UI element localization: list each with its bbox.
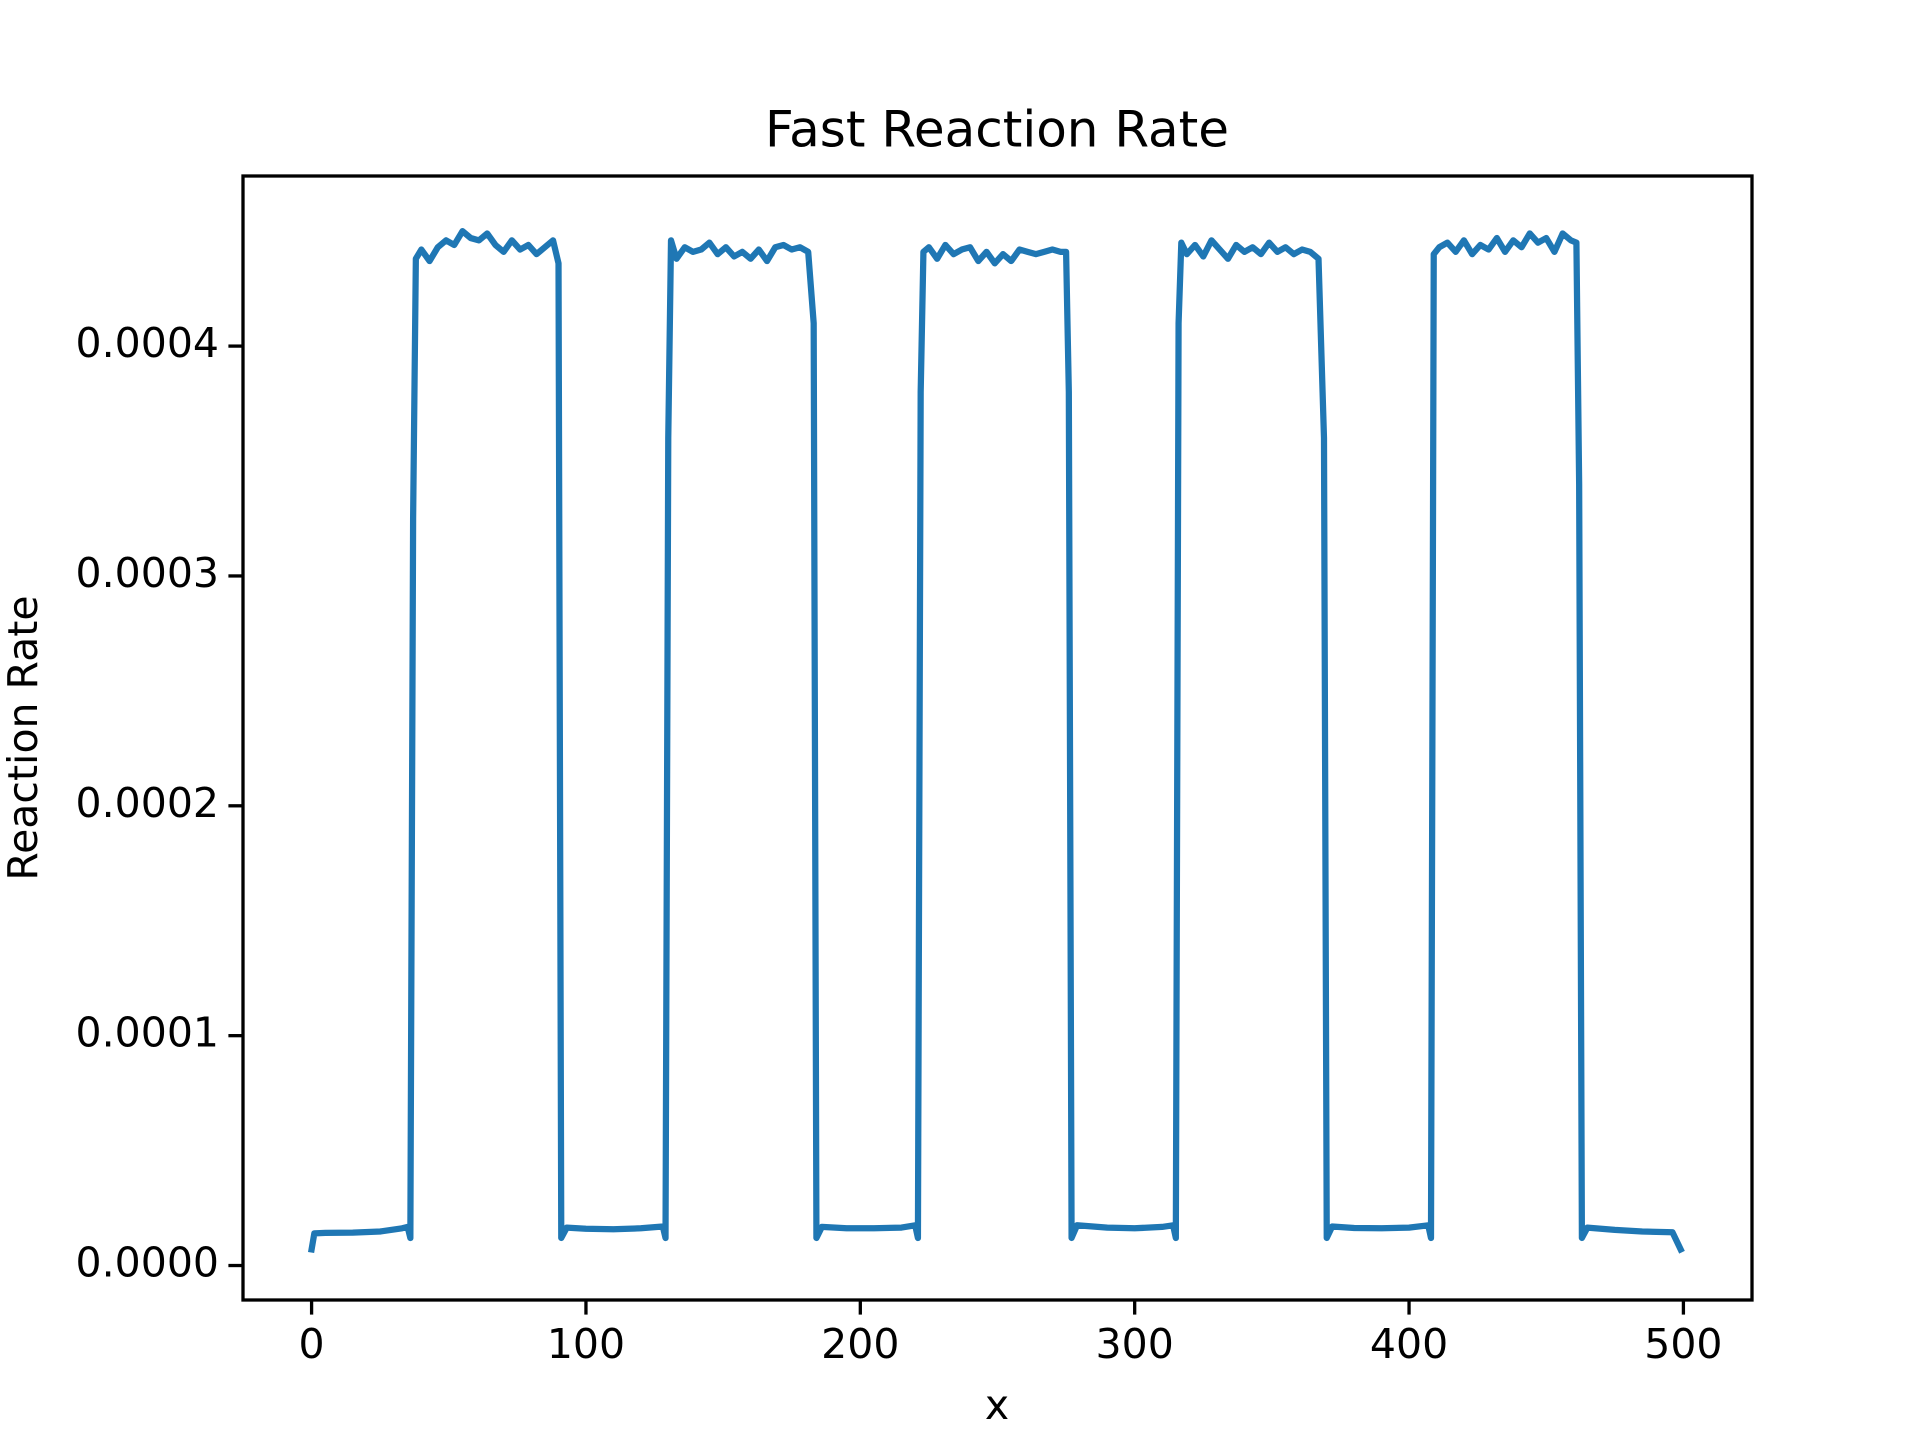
axes-frame [241,174,1754,1302]
chart-title: Fast Reaction Rate [765,101,1229,159]
y-tick-label: 0.0002 [76,779,219,827]
data-line [307,228,1685,1254]
y-axis-label: Reaction Rate [0,595,47,880]
x-tick-label: 400 [1370,1320,1448,1368]
x-tick-label: 300 [1096,1320,1174,1368]
x-axis-label: x [985,1381,1009,1429]
y-tick-label: 0.0003 [76,549,219,597]
x-tick-label: 100 [547,1320,625,1368]
x-tick-label: 500 [1644,1320,1722,1368]
y-tick-label: 0.0001 [76,1009,219,1057]
y-tick-label: 0.0004 [76,319,219,367]
y-tick-label: 0.0000 [76,1239,219,1287]
x-tick-label: 0 [299,1320,325,1368]
x-tick-label: 200 [821,1320,899,1368]
